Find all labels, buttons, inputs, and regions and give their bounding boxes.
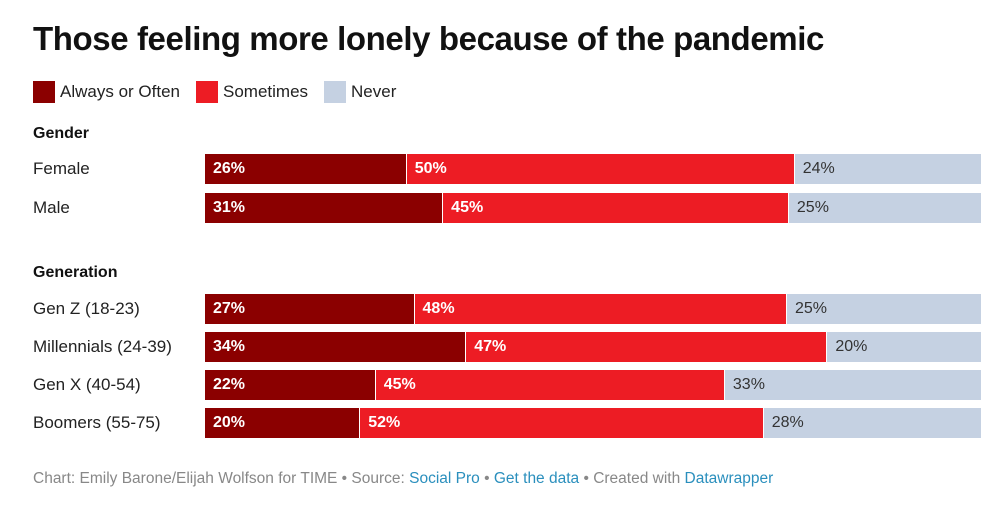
bar-segment-always-or-often: 27% [205,294,415,324]
data-label-always-or-often: 26% [213,160,246,177]
bar-segment-never: 28% [763,408,981,438]
bar-segment-never: 24% [794,154,981,184]
legend-swatch-always-or-often [33,81,55,103]
bar-segment-sometimes: 45% [375,370,725,400]
bar-gen-x: 22% 45% 33% [205,370,981,400]
data-label-sometimes: 48% [422,300,455,317]
data-label-sometimes: 45% [383,376,416,393]
bar-segment-never: 25% [786,294,981,324]
bar-female: 26% 50% 24% [205,154,981,184]
legend-item-sometimes: Sometimes [196,81,308,103]
legend-label-never: Never [351,82,397,101]
bar-segment-sometimes: 48% [414,294,787,324]
data-label-never: 20% [835,338,868,355]
bar-segment-always-or-often: 26% [205,154,407,184]
footer-credit: Chart: Emily Barone/Elijah Wolfson for T… [33,470,410,487]
legend: Always or Often Sometimes Never [33,80,412,104]
footer: Chart: Emily Barone/Elijah Wolfson for T… [33,470,773,488]
legend-label-sometimes: Sometimes [223,82,309,101]
bar-segment-sometimes: 47% [466,332,828,362]
group-label-generation: Generation [33,264,118,281]
bar-segment-never: 25% [788,193,981,223]
data-label-never: 33% [732,376,765,393]
bar-segment-sometimes: 50% [406,154,795,184]
row-label-female: Female [33,159,90,178]
group-label-gender: Gender [33,125,90,142]
legend-swatch-sometimes [196,81,218,103]
bar-boomers: 20% 52% 28% [205,408,981,438]
data-label-sometimes: 50% [414,160,447,177]
chart-title: Those feeling more lonely because of the… [33,20,824,57]
bar-segment-always-or-often: 31% [205,193,444,223]
data-label-sometimes: 47% [474,338,507,355]
footer-created-with: • Created with [579,470,685,487]
legend-item-never: Never [324,81,396,103]
bar-segment-never: 33% [724,370,981,400]
data-label-always-or-often: 20% [213,414,246,431]
row-label-millennials: Millennials (24-39) [33,337,172,356]
bar-male: 31% 45% 25% [205,193,981,223]
datawrapper-link[interactable]: Datawrapper [684,470,774,487]
bar-gen-z: 27% 48% 25% [205,294,981,324]
data-label-never: 25% [796,199,829,216]
legend-item-always-or-often: Always or Often [33,81,180,103]
data-label-never: 25% [794,300,828,317]
data-label-sometimes: 52% [368,414,401,431]
row-label-gen-x: Gen X (40-54) [33,375,141,394]
legend-label-always-or-often: Always or Often [60,82,180,101]
data-label-never: 28% [771,414,804,431]
footer-separator: • [479,470,494,487]
bar-millennials: 34% 47% 20% [205,332,981,362]
get-the-data-link[interactable]: Get the data [493,470,580,487]
bar-segment-always-or-often: 20% [205,408,361,438]
bar-segment-never: 20% [827,332,981,362]
bar-segment-always-or-often: 34% [205,332,467,362]
row-label-boomers: Boomers (55-75) [33,413,161,432]
data-label-never: 24% [802,160,835,177]
bar-segment-always-or-often: 22% [205,370,376,400]
data-label-always-or-often: 27% [213,300,246,317]
legend-swatch-never [324,81,347,103]
bar-segment-sometimes: 52% [360,408,764,438]
source-link[interactable]: Social Pro [409,470,480,487]
bar-segment-sometimes: 45% [443,193,789,223]
data-label-always-or-often: 22% [213,376,246,393]
data-label-sometimes: 45% [451,199,484,216]
data-label-always-or-often: 31% [213,199,246,216]
row-label-gen-z: Gen Z (18-23) [33,299,140,318]
row-label-male: Male [33,198,70,217]
data-label-always-or-often: 34% [213,338,246,355]
